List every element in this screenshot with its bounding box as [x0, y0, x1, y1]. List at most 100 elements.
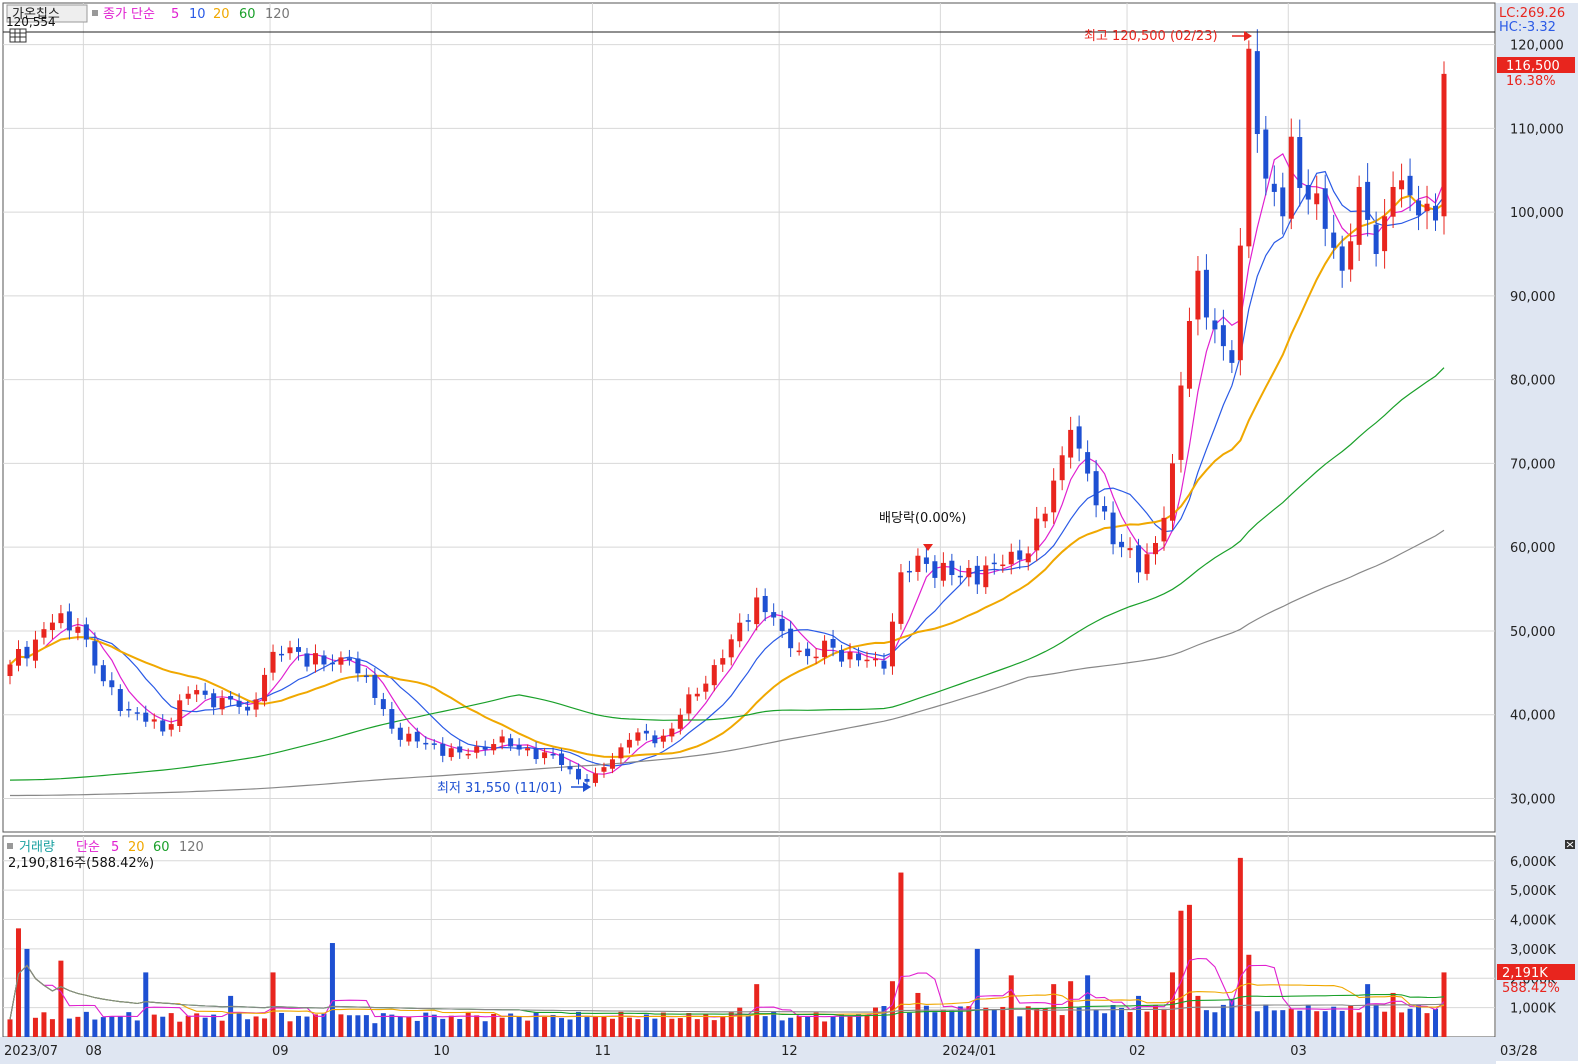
volume-bar: [58, 960, 64, 1037]
volume-bar: [533, 1012, 539, 1037]
volume-bar: [440, 1018, 446, 1037]
candle-body: [1093, 471, 1099, 506]
candle-body: [1102, 506, 1108, 512]
date-axis-panel: [0, 1037, 1496, 1064]
volume-bar: [1008, 975, 1014, 1037]
volume-bar: [1203, 1010, 1209, 1037]
volume-bar: [940, 1009, 946, 1037]
legend-ma60[interactable]: 60: [239, 7, 256, 22]
candle-body: [482, 746, 488, 750]
date-tick-label: 03: [1290, 1044, 1307, 1059]
volume-bar: [1042, 1008, 1048, 1037]
candle-body: [1339, 246, 1345, 271]
price-panel[interactable]: [2, 2, 1496, 833]
high-arrow-icon: [1232, 31, 1252, 41]
price-legend-label: 종가 단순: [103, 7, 155, 22]
lc-text: LC:269.26: [1499, 6, 1565, 21]
volume-legend-ma-label: 단순: [76, 840, 100, 855]
candle-body: [1407, 175, 1413, 196]
crosshair-value: 120,554: [6, 15, 56, 29]
volume-legend-ma5[interactable]: 5: [111, 840, 119, 855]
volume-bar: [1424, 1013, 1430, 1037]
candle-body: [1186, 321, 1192, 389]
candle-body: [41, 629, 47, 638]
volume-legend-ma60[interactable]: 60: [153, 840, 170, 855]
volume-bar: [737, 1007, 743, 1037]
candle-body: [771, 612, 777, 618]
candle-body: [66, 611, 72, 631]
candle-body: [915, 555, 921, 572]
candle-body: [321, 655, 327, 665]
volume-bar: [856, 1013, 862, 1037]
candle-body: [279, 653, 285, 656]
candle-body: [1424, 203, 1430, 212]
candle-body: [1110, 512, 1116, 545]
volume-bar: [287, 1021, 293, 1037]
candle-body: [126, 708, 132, 711]
volume-bar: [559, 1018, 565, 1037]
legend-ma120[interactable]: 120: [265, 7, 290, 22]
volume-bar: [202, 1017, 208, 1037]
volume-bar: [304, 1016, 310, 1037]
table-icon[interactable]: [9, 28, 27, 43]
volume-bar: [7, 1019, 13, 1037]
volume-panel[interactable]: [2, 835, 1496, 1038]
volume-bar: [1416, 1004, 1422, 1037]
volume-bar: [253, 1016, 259, 1037]
volume-bar: [1314, 1011, 1320, 1037]
volume-bar: [550, 1014, 556, 1037]
volume-bar: [839, 1014, 845, 1037]
volume-bar: [1153, 1005, 1159, 1037]
price-tick-label: 110,000: [1510, 122, 1564, 137]
volume-bar: [1093, 1009, 1099, 1037]
volume-bar: [211, 1014, 217, 1037]
close-panel-icon[interactable]: [1565, 840, 1575, 849]
candle-body: [872, 658, 878, 661]
volume-bar: [609, 1018, 615, 1037]
volume-tick-label: 6,000K: [1510, 855, 1556, 870]
volume-bar: [414, 1020, 420, 1037]
candle-body: [1263, 129, 1269, 179]
candle-body: [830, 639, 836, 648]
volume-bar: [635, 1019, 641, 1037]
volume-bar: [898, 872, 904, 1037]
candle-body: [49, 622, 55, 631]
candle-body: [822, 640, 828, 658]
volume-bar: [813, 1012, 819, 1037]
volume-bar: [643, 1014, 649, 1037]
candle-body: [1314, 193, 1320, 205]
volume-legend-label: 거래량: [19, 840, 55, 855]
volume-bar: [1280, 1010, 1286, 1037]
candle-body: [669, 728, 675, 737]
candle-body: [923, 557, 929, 564]
candle-body: [185, 693, 191, 699]
price-tick-label: 90,000: [1510, 290, 1556, 305]
volume-bar: [1237, 857, 1243, 1037]
legend-ma20[interactable]: 20: [213, 7, 230, 22]
candle-body: [168, 724, 174, 730]
legend-ma10[interactable]: 10: [189, 7, 206, 22]
legend-ma5[interactable]: 5: [171, 7, 179, 22]
volume-bar: [1059, 1015, 1065, 1037]
candle-body: [720, 658, 726, 665]
volume-bar: [508, 1013, 514, 1037]
candle-body: [1008, 551, 1014, 565]
volume-bar: [660, 1012, 666, 1037]
volume-legend-ma20[interactable]: 20: [128, 840, 145, 855]
candle-body: [1000, 564, 1006, 567]
volume-legend-ma120[interactable]: 120: [179, 840, 204, 855]
volume-bar: [881, 1006, 887, 1037]
volume-bar: [499, 1017, 505, 1037]
candle-body: [1212, 320, 1218, 330]
volume-tick-label: 3,000K: [1510, 943, 1556, 958]
candle-body: [465, 753, 471, 756]
stock-name-box[interactable]: [6, 4, 88, 23]
candle-body: [881, 660, 887, 669]
candle-body: [898, 572, 904, 624]
candle-body: [805, 648, 811, 657]
candle-body: [592, 773, 598, 783]
candle-body: [601, 767, 607, 772]
candle-body: [253, 699, 259, 710]
